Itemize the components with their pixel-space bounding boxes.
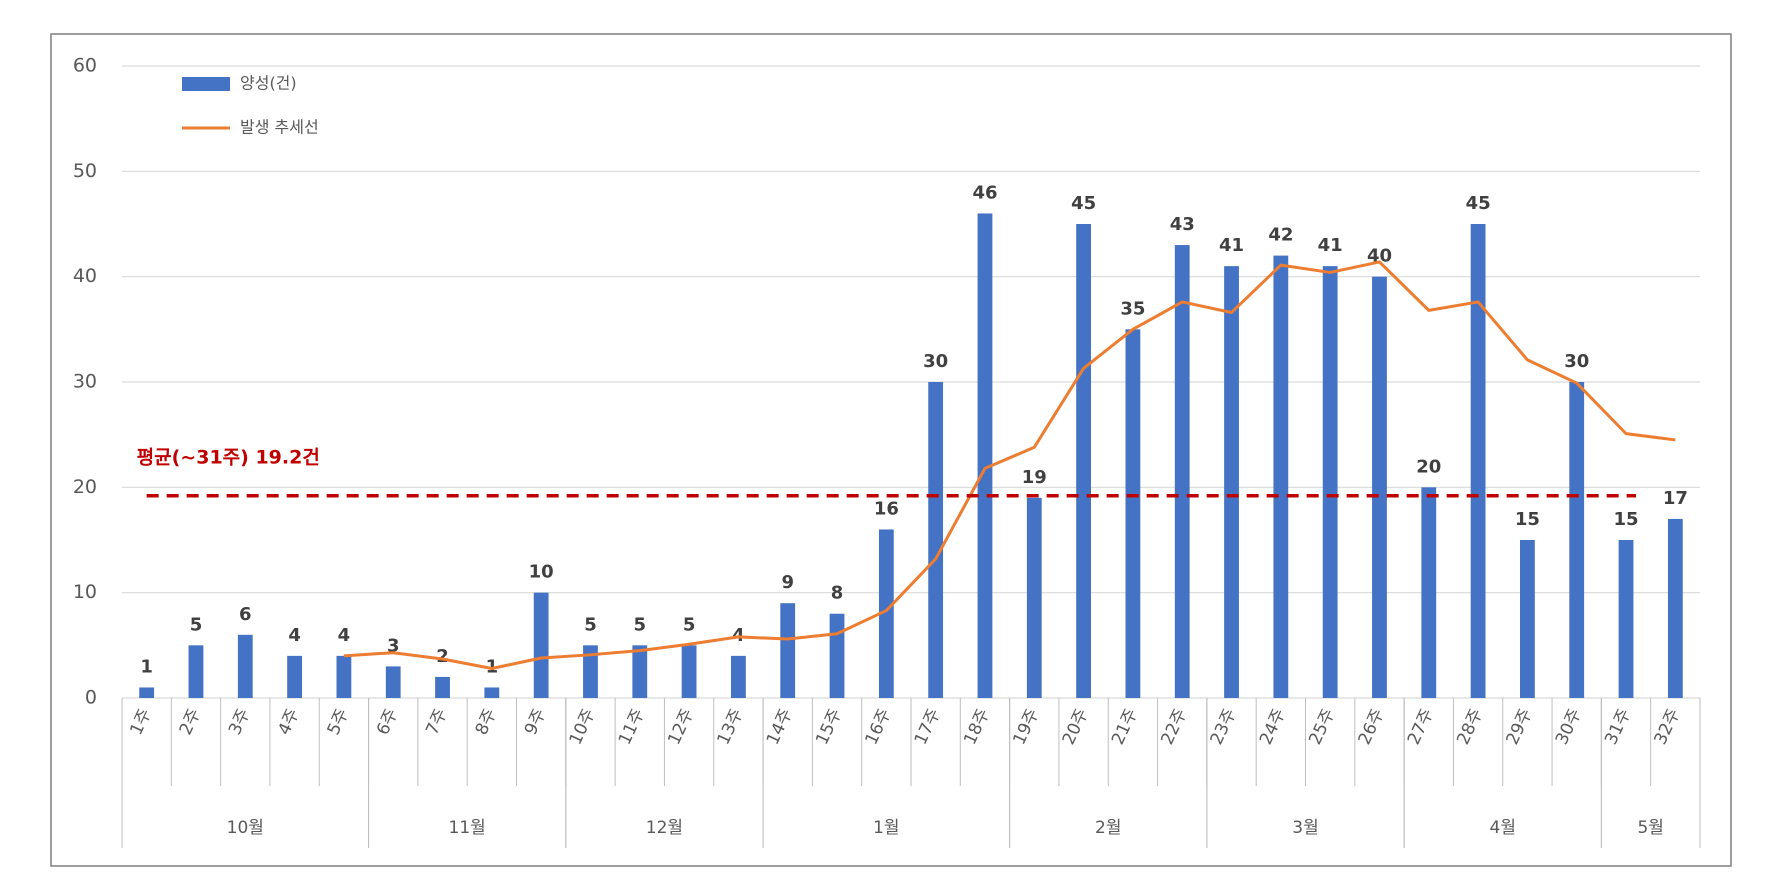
bar [1125, 329, 1141, 698]
data-label: 15 [1614, 509, 1639, 530]
bar [1667, 518, 1683, 698]
data-label: 1 [486, 656, 499, 677]
legend-swatch [182, 77, 230, 91]
y-tick-label: 20 [73, 476, 97, 498]
bar [583, 645, 598, 698]
data-label: 41 [1219, 235, 1244, 256]
data-label: 8 [831, 583, 844, 604]
y-tick-label: 60 [73, 55, 97, 77]
bar [1372, 276, 1387, 698]
y-tick-label: 50 [73, 160, 97, 182]
bar [780, 603, 796, 698]
y-tick-label: 0 [85, 687, 97, 709]
bar [1026, 497, 1042, 698]
y-tick-label: 30 [73, 371, 97, 393]
bar [1076, 224, 1091, 698]
bar [632, 645, 648, 698]
trend-line [343, 260, 1676, 671]
group-label: 12월 [646, 818, 683, 838]
average-label: 평균(~31주) 19.2건 [137, 446, 320, 468]
data-label: 4 [732, 625, 745, 646]
group-label: 1월 [873, 818, 899, 838]
bar [1618, 540, 1634, 698]
group-label: 5월 [1637, 818, 1663, 838]
y-tick-label: 40 [73, 265, 97, 287]
bar [1470, 224, 1486, 698]
bar [1273, 255, 1289, 698]
legend-label: 양성(건) [240, 74, 297, 93]
data-label: 2 [436, 646, 449, 667]
data-label: 43 [1170, 214, 1195, 235]
data-label: 35 [1120, 298, 1145, 319]
data-label: 30 [923, 351, 948, 372]
data-label: 1 [140, 656, 153, 677]
data-label: 5 [584, 614, 597, 635]
data-label: 5 [683, 614, 696, 635]
bar [681, 645, 697, 698]
bar [1421, 487, 1437, 698]
data-label: 20 [1416, 456, 1441, 477]
data-label: 19 [1022, 467, 1047, 488]
data-label: 17 [1663, 488, 1688, 509]
bar [188, 645, 204, 698]
data-label: 5 [190, 614, 203, 635]
group-label: 11월 [449, 818, 486, 838]
chart-border [50, 33, 1732, 867]
bar [1224, 266, 1239, 698]
bar [336, 655, 352, 698]
bar [829, 613, 845, 698]
data-label: 4 [338, 625, 351, 646]
data-label: 30 [1564, 351, 1589, 372]
bar [1174, 245, 1190, 699]
bar [385, 666, 401, 698]
data-label: 45 [1466, 193, 1491, 214]
data-label: 42 [1268, 225, 1293, 246]
data-label: 6 [239, 604, 252, 625]
bar [928, 382, 944, 698]
data-label: 46 [972, 182, 997, 203]
bar [139, 687, 155, 698]
bar [878, 529, 894, 698]
data-label: 5 [634, 614, 647, 635]
group-label: 3월 [1292, 818, 1318, 838]
bar [533, 592, 549, 698]
group-label: 10월 [227, 818, 264, 838]
data-label: 9 [781, 572, 794, 593]
y-tick-label: 10 [73, 581, 97, 603]
bar [287, 655, 302, 698]
data-label: 10 [529, 562, 554, 583]
bar [1322, 266, 1338, 698]
bar [1520, 540, 1535, 698]
group-label: 2월 [1095, 818, 1121, 838]
data-label: 15 [1515, 509, 1540, 530]
data-label: 40 [1367, 246, 1392, 267]
data-label: 41 [1318, 235, 1343, 256]
bar [731, 655, 746, 698]
bar [435, 676, 450, 698]
group-label: 4월 [1490, 818, 1516, 838]
bar [237, 634, 253, 698]
data-label: 3 [387, 635, 400, 656]
bar [977, 213, 993, 698]
data-label: 4 [288, 625, 301, 646]
bar [484, 687, 500, 698]
data-label: 16 [874, 498, 899, 519]
bar [1569, 382, 1585, 698]
legend-label: 발생 추세선 [240, 118, 319, 137]
data-label: 45 [1071, 193, 1096, 214]
